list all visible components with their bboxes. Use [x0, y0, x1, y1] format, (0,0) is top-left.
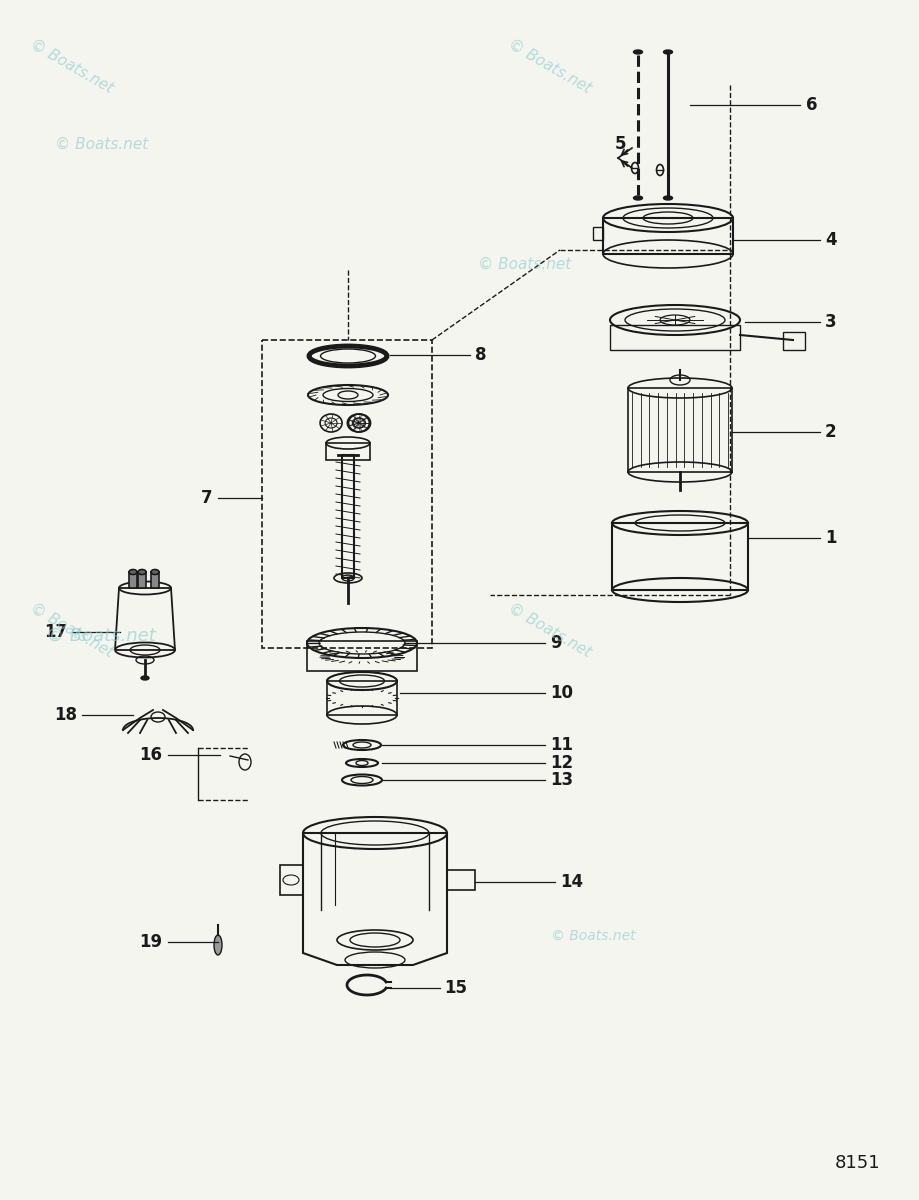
Text: © Boats.net: © Boats.net: [505, 600, 594, 660]
Text: 13: 13: [550, 770, 573, 790]
Ellipse shape: [633, 196, 642, 200]
Text: © Boats.net: © Boats.net: [551, 929, 636, 943]
Polygon shape: [151, 572, 159, 588]
Text: 7: 7: [200, 490, 212, 506]
Ellipse shape: [214, 935, 222, 955]
Text: 4: 4: [825, 230, 836, 248]
Ellipse shape: [138, 570, 146, 575]
Text: 19: 19: [139, 934, 162, 950]
Ellipse shape: [664, 196, 673, 200]
Text: © Boats.net: © Boats.net: [55, 137, 148, 151]
Text: 8151: 8151: [834, 1154, 880, 1172]
Text: 1: 1: [825, 529, 836, 547]
Text: © Boats.net: © Boats.net: [478, 257, 571, 271]
Polygon shape: [138, 572, 146, 588]
Text: 12: 12: [550, 754, 573, 772]
Ellipse shape: [129, 570, 137, 575]
Text: 3: 3: [825, 313, 836, 331]
Text: 9: 9: [550, 634, 562, 652]
Ellipse shape: [664, 50, 673, 54]
Ellipse shape: [633, 50, 642, 54]
Text: 18: 18: [54, 706, 77, 724]
Ellipse shape: [151, 570, 159, 575]
Polygon shape: [129, 572, 137, 588]
Text: 8: 8: [475, 346, 486, 364]
Text: 16: 16: [139, 746, 162, 764]
Text: 11: 11: [550, 736, 573, 754]
Text: © Boats.net: © Boats.net: [28, 600, 116, 660]
Text: 17: 17: [44, 623, 67, 641]
Text: © Boats.net: © Boats.net: [28, 36, 116, 96]
Text: 10: 10: [550, 684, 573, 702]
Text: 5: 5: [614, 134, 626, 152]
Text: 15: 15: [444, 979, 467, 997]
Text: 6: 6: [806, 96, 818, 114]
Text: © Boats.net: © Boats.net: [46, 626, 155, 646]
Text: 14: 14: [560, 874, 584, 890]
Text: 2: 2: [825, 422, 836, 440]
Text: © Boats.net: © Boats.net: [505, 36, 594, 96]
Ellipse shape: [141, 676, 149, 680]
